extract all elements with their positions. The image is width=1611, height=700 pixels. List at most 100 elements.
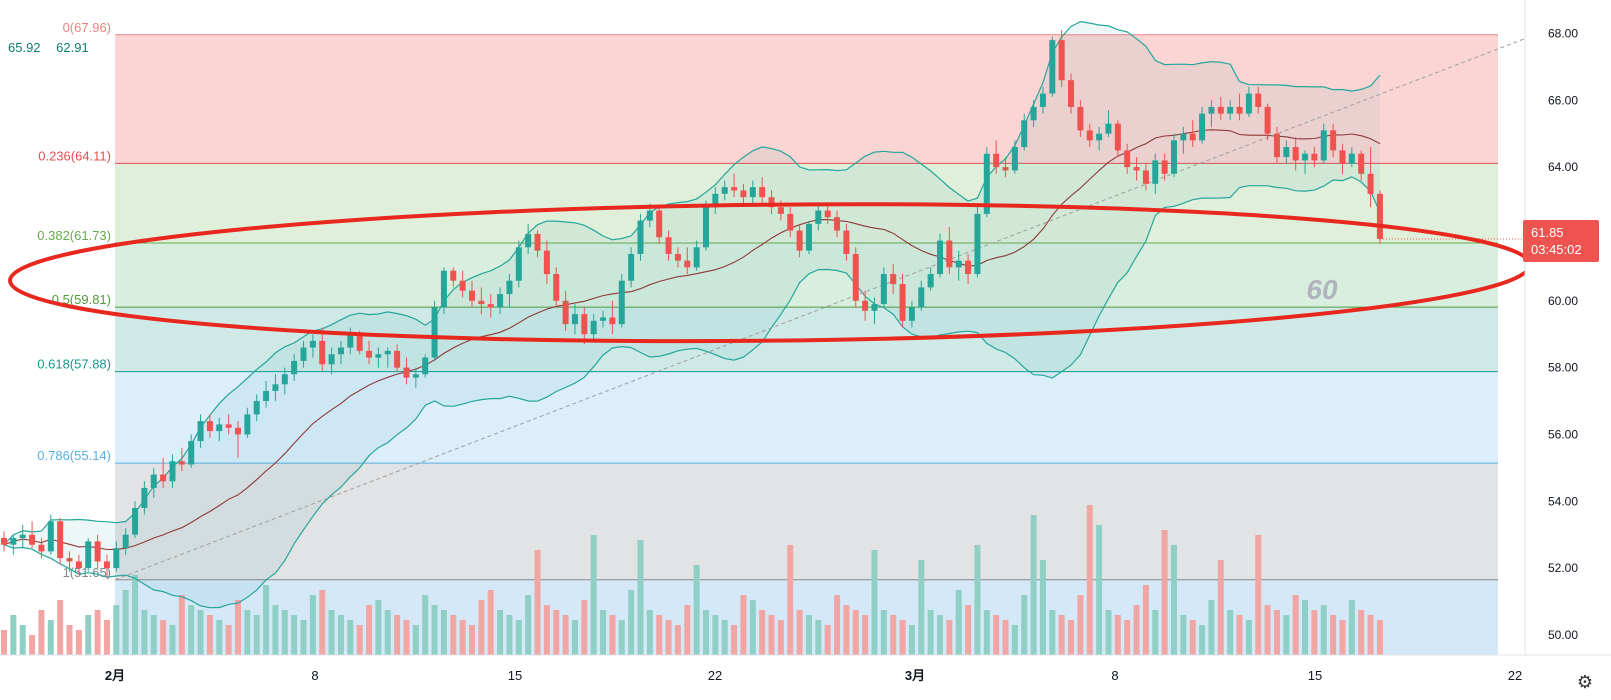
volume-bar (993, 615, 1000, 655)
candle-body (263, 390, 270, 402)
candle-body (244, 414, 251, 435)
volume-bar (955, 590, 962, 655)
candle-body (319, 340, 326, 365)
candle-body (1292, 147, 1299, 161)
candle-body (235, 427, 241, 435)
volume-bar (656, 615, 663, 655)
candle-body (85, 541, 92, 569)
volume-bar (1376, 620, 1383, 655)
volume-bar (1058, 615, 1065, 655)
volume-bar (1339, 620, 1346, 655)
legend-value-b: 62.91 (56, 40, 89, 55)
volume-bar (1133, 605, 1140, 655)
candle-body (47, 521, 54, 552)
volume-bar (150, 615, 157, 655)
volume-bar (946, 620, 953, 655)
candle-body (169, 461, 176, 482)
candle-body (983, 153, 990, 214)
candle-body (1086, 130, 1093, 141)
candle-body (843, 230, 850, 254)
candle-body (1283, 147, 1290, 158)
y-tick-label: 66.00 (1548, 93, 1578, 107)
volume-bar (235, 600, 241, 655)
volume-bar (497, 610, 504, 655)
volume-bar (1264, 605, 1271, 655)
volume-bar (1002, 620, 1009, 655)
candle-body (478, 300, 485, 305)
volume-bar (263, 585, 270, 655)
volume-bar (674, 625, 681, 655)
volume-bar (506, 615, 513, 655)
volume-bar (281, 610, 288, 655)
volume-bar (805, 615, 812, 655)
volume-bar (469, 625, 475, 655)
candle-body (768, 197, 775, 208)
y-tick-label: 56.00 (1548, 427, 1578, 441)
candle-body (815, 210, 822, 224)
candle-body (1, 538, 7, 545)
volume-bar (103, 620, 110, 655)
candle-body (712, 193, 719, 208)
volume-bar (319, 590, 326, 655)
candle-body (1245, 93, 1252, 114)
candle-body (665, 237, 672, 254)
volume-bar (403, 620, 410, 655)
x-tick-label: 15 (1308, 668, 1322, 683)
ohlc-legend: 65.92 62.91 (8, 40, 101, 55)
candle-body (132, 507, 139, 535)
fib-label: 0(67.96) (63, 20, 111, 35)
candle-body (965, 260, 972, 275)
volume-bar (871, 550, 878, 655)
volume-bar (665, 620, 672, 655)
candle-body (1255, 93, 1262, 107)
candle-body (946, 240, 953, 268)
candle-body (1077, 106, 1084, 131)
candle-body (1302, 153, 1309, 161)
candle-body (1011, 147, 1018, 171)
y-tick-label: 64.00 (1548, 160, 1578, 174)
candle-body (937, 240, 943, 275)
volume-bar (422, 595, 429, 655)
candle-body (57, 521, 64, 559)
candle-body (1189, 133, 1196, 141)
candle-body (927, 274, 934, 288)
volume-bar (66, 625, 73, 655)
volume-bar (983, 610, 990, 655)
volume-bar (749, 600, 756, 655)
candle-body (197, 421, 204, 442)
volume-bar (534, 550, 541, 655)
volume-bar (862, 615, 869, 655)
settings-gear-icon[interactable]: ⚙ (1576, 672, 1593, 692)
candle-body (918, 287, 925, 308)
candle-body (553, 274, 560, 301)
candle-body (1217, 106, 1224, 114)
volume-bar (75, 630, 82, 655)
x-tick-label: 8 (1111, 668, 1118, 683)
candle-body (366, 350, 373, 358)
volume-bar (1311, 610, 1318, 655)
volume-bar (609, 615, 616, 655)
candle-body (94, 541, 101, 562)
candle-body (1348, 153, 1355, 164)
candle-body (178, 461, 185, 465)
candle-body (337, 347, 344, 355)
candle-body (581, 314, 588, 335)
volume-bar (1273, 610, 1280, 655)
candle-body (1152, 160, 1159, 184)
y-tick-label: 68.00 (1548, 26, 1578, 40)
volume-bar (824, 625, 831, 655)
volume-bar (216, 620, 223, 655)
candle-body (955, 260, 962, 268)
volume-bar (1255, 535, 1262, 655)
volume-bar (637, 540, 644, 655)
candle-body (384, 350, 391, 355)
candle-body (103, 561, 110, 569)
candle-body (1330, 130, 1337, 151)
volume-bar (291, 615, 298, 655)
candle-body (459, 280, 466, 291)
y-tick-label: 60.00 (1548, 294, 1578, 308)
candle-body (852, 253, 859, 301)
x-tick-label: 22 (1508, 668, 1522, 683)
volume-bar (272, 605, 279, 655)
volume-bar (1320, 605, 1327, 655)
